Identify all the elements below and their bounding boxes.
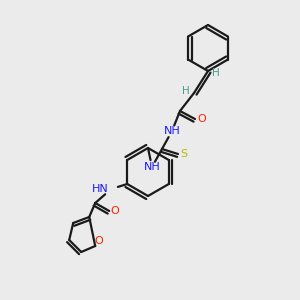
Text: O: O — [198, 114, 206, 124]
Text: O: O — [95, 236, 103, 246]
Text: HN: HN — [92, 184, 108, 194]
Text: H: H — [182, 86, 190, 96]
Text: NH: NH — [144, 162, 160, 172]
Text: O: O — [111, 206, 120, 216]
Text: NH: NH — [164, 126, 180, 136]
Text: H: H — [212, 68, 220, 78]
Text: S: S — [180, 149, 188, 159]
